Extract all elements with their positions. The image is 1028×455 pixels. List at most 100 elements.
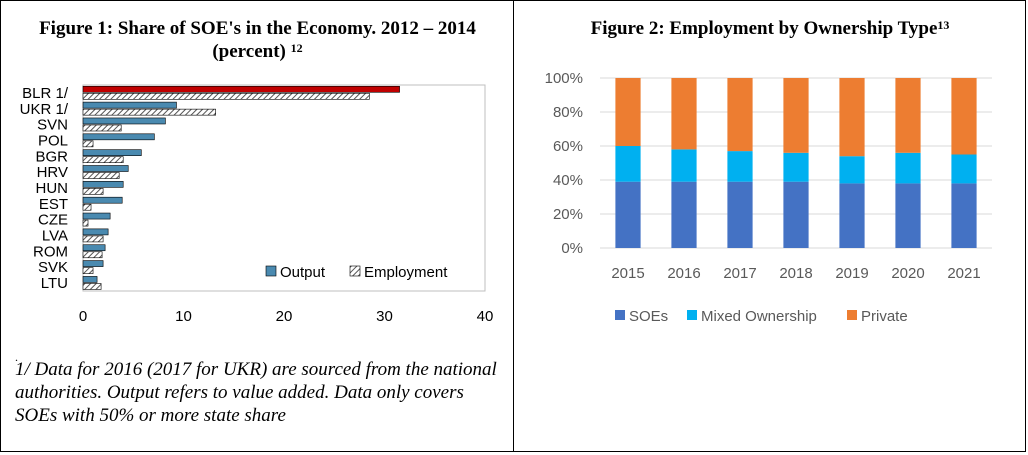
bar-output — [82, 101, 177, 109]
bar-employment — [82, 188, 104, 195]
legend-swatch-output — [265, 265, 277, 277]
x-tick-label: 2015 — [611, 265, 644, 282]
bar-output — [82, 149, 142, 156]
bar-employment — [82, 156, 124, 163]
legend-label-employment: Employment — [364, 264, 448, 281]
category-label: BGR — [35, 148, 68, 165]
bar-output — [82, 260, 104, 267]
y-tick-label: 100% — [545, 70, 583, 87]
figure1-title: Figure 1: Share of SOE's in the Economy.… — [20, 17, 495, 63]
x-tick-label: 10 — [175, 308, 192, 325]
panel-divider — [513, 0, 514, 452]
bar-output — [82, 133, 155, 141]
bar-output — [82, 117, 166, 125]
y-tick-label: 40% — [553, 172, 583, 189]
bar-employment — [82, 251, 103, 259]
category-label: ROM — [33, 243, 68, 260]
bar-segment — [895, 152, 921, 184]
bar-segment — [727, 78, 753, 152]
bar-employment — [82, 235, 104, 243]
bar-employment — [82, 140, 94, 148]
category-label: CZE — [38, 212, 68, 229]
x-tick-label: 0 — [79, 308, 87, 325]
legend-swatch — [687, 310, 697, 320]
bar-employment — [82, 283, 102, 290]
x-tick-label: 30 — [376, 308, 393, 325]
bar-segment — [895, 183, 921, 248]
bar-segment — [783, 152, 809, 182]
bar-segment — [615, 78, 641, 146]
bar-segment — [839, 183, 865, 248]
bar-employment — [82, 172, 120, 179]
figure1-note: 1/ Data for 2016 (2017 for UKR) are sour… — [15, 359, 497, 426]
bar-output — [82, 165, 129, 172]
category-label: EST — [39, 196, 68, 213]
x-tick-label: 2021 — [947, 265, 980, 282]
bar-output — [82, 196, 123, 204]
bar-output — [82, 181, 124, 188]
figure1-note-marker: . — [15, 350, 18, 364]
legend-swatch — [847, 310, 857, 320]
y-tick-label: 60% — [553, 138, 583, 155]
legend-label: Private — [861, 308, 908, 325]
bar-employment — [82, 267, 94, 274]
figure2-title: Figure 2: Employment by Ownership Type13 — [514, 17, 1026, 40]
x-tick-label: 2017 — [723, 265, 756, 282]
category-label: BLR 1/ — [22, 85, 69, 102]
bar-segment — [839, 78, 865, 157]
bar-employment — [82, 124, 122, 132]
figure2-title-text: Figure 2: Employment by Ownership Type — [590, 18, 938, 39]
bar-output — [82, 212, 111, 220]
legend-swatch-employment — [349, 265, 361, 277]
figure1-chart: BLR 1/UKR 1/SVNPOLBGRHRVHUNESTCZELVAROMS… — [20, 84, 494, 325]
bar-segment — [727, 151, 753, 182]
x-tick-label: 2018 — [779, 265, 812, 282]
category-label: LVA — [42, 228, 68, 245]
bar-segment — [671, 78, 697, 150]
figure2-chart: 0% 20% 40% 60% 80% 100% 2015 2016 2017 2018 2019 20… — [545, 70, 992, 325]
legend-label: SOEs — [629, 308, 668, 325]
figure1-title-text: Figure 1: Share of SOE's in the Economy.… — [39, 18, 476, 62]
bar-employment — [82, 219, 89, 227]
plot-area — [82, 84, 486, 292]
bar-segment — [783, 181, 809, 248]
category-label: SVN — [37, 117, 68, 134]
legend-swatch — [615, 310, 625, 320]
figure1-panel: Figure 1: Share of SOE's in the Economy.… — [0, 0, 513, 452]
bar-segment — [671, 181, 697, 248]
category-label: POL — [38, 132, 68, 149]
bar-segment — [951, 154, 977, 184]
bar-employment — [82, 92, 370, 100]
figure2-title-footnote: 13 — [937, 18, 950, 32]
category-label: LTU — [41, 275, 68, 292]
category-label: UKR 1/ — [20, 101, 69, 118]
x-tick-label: 2020 — [891, 265, 924, 282]
legend-label: Mixed Ownership — [701, 308, 817, 325]
bar-segment — [951, 183, 977, 248]
category-label: HUN — [36, 180, 69, 197]
x-tick-label: 2016 — [667, 265, 700, 282]
bar-segment — [783, 78, 809, 153]
bar-segment — [839, 156, 865, 184]
y-tick-label: 0% — [561, 240, 583, 257]
y-tick-label: 80% — [553, 104, 583, 121]
bar-segment — [615, 146, 641, 182]
bar-segment — [951, 78, 977, 155]
category-label: HRV — [37, 164, 68, 181]
bar-segment — [727, 181, 753, 248]
bar-segment — [895, 78, 921, 153]
x-tick-label: 40 — [477, 308, 494, 325]
x-tick-label: 20 — [276, 308, 293, 325]
bar-output — [82, 85, 400, 93]
bar-employment — [82, 108, 216, 116]
bar-output — [82, 244, 106, 252]
bar-output — [82, 276, 98, 283]
bar-output — [82, 228, 109, 236]
bar-employment — [82, 203, 92, 211]
bar-segment — [671, 149, 697, 182]
bar-segment — [615, 181, 641, 248]
x-tick-label: 2019 — [835, 265, 868, 282]
legend-label-output: Output — [280, 264, 326, 281]
category-label: SVK — [38, 259, 68, 276]
y-tick-label: 20% — [553, 206, 583, 223]
